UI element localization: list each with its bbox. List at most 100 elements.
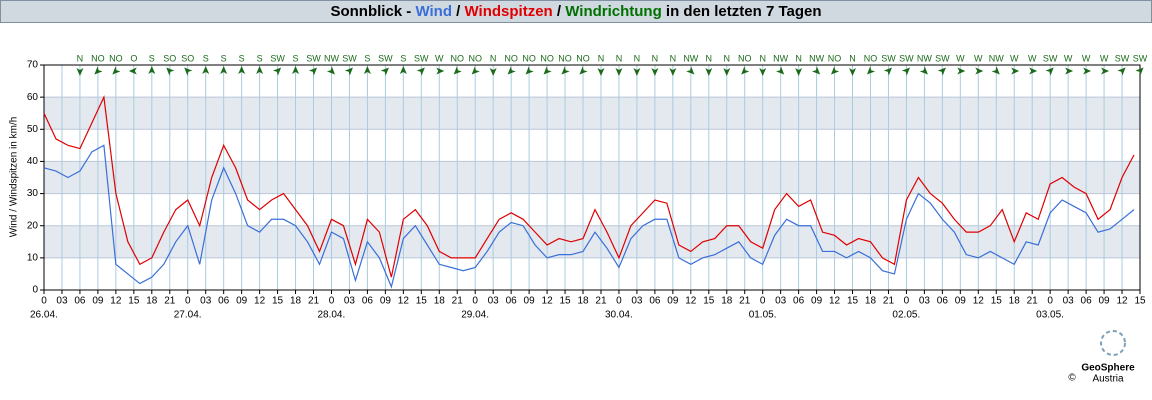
wind-direction-label: S — [239, 53, 245, 63]
band — [44, 161, 1140, 194]
x-tick-label: 09 — [92, 296, 104, 307]
wind-direction-arrow — [849, 68, 857, 76]
wind-direction-arrow — [166, 67, 175, 76]
wind-direction-arrow — [975, 67, 984, 75]
wind-direction-arrow — [238, 66, 246, 74]
wind-direction-label: N — [724, 53, 731, 63]
x-tick-label: 15 — [847, 296, 859, 307]
wind-direction-arrow — [489, 68, 497, 76]
wind-direction-label: N — [670, 53, 677, 63]
wind-direction-label: SO — [181, 53, 194, 63]
wind-direction-label: NO — [576, 53, 590, 63]
x-tick-label: 15 — [272, 296, 284, 307]
x-tick-label: 03 — [919, 296, 931, 307]
wind-direction-label: W — [1100, 53, 1109, 63]
x-tick-label: 18 — [434, 296, 446, 307]
wind-direction-arrow — [76, 68, 84, 76]
wind-direction-arrow — [416, 67, 425, 76]
wind-direction-label: W — [974, 53, 983, 63]
x-tick-label: 06 — [362, 296, 374, 307]
x-tick-label: 03 — [631, 296, 643, 307]
x-tick-label: 18 — [577, 296, 589, 307]
wind-direction-arrow — [471, 66, 480, 75]
x-tick-label: 06 — [506, 296, 518, 307]
wind-direction-label: SW — [306, 53, 321, 63]
wind-direction-label: S — [203, 53, 209, 63]
x-tick-label: 0 — [760, 296, 766, 307]
x-tick-label: 15 — [991, 296, 1003, 307]
wind-direction-label: NO — [504, 53, 518, 63]
logo-country: Austria — [1092, 374, 1124, 385]
wind-direction-arrow — [292, 66, 300, 74]
wind-direction-arrow — [507, 66, 516, 75]
wind-direction-label: SW — [342, 53, 357, 63]
x-tick-label: 18 — [290, 296, 302, 307]
x-tick-label: 06 — [218, 296, 230, 307]
wind-direction-arrow — [543, 66, 552, 75]
title-part: Wind — [415, 3, 452, 20]
band — [44, 97, 1140, 130]
x-tick-label: 21 — [883, 296, 895, 307]
wind-direction-label: NO — [468, 53, 482, 63]
x-tick-label: 12 — [542, 296, 554, 307]
wind-direction-arrow — [202, 66, 210, 74]
wind-direction-label: N — [598, 53, 605, 63]
wind-direction-label: NW — [989, 53, 1004, 63]
x-tick-label: 18 — [146, 296, 158, 307]
wind-direction-label: NO — [109, 53, 123, 63]
wind-direction-arrow — [615, 68, 623, 76]
wind-direction-arrow — [937, 67, 946, 76]
wind-direction-arrow — [795, 68, 803, 76]
chart-title: Sonnblick - Wind / Windspitzen / Windric… — [330, 3, 821, 20]
x-tick-label: 06 — [793, 296, 805, 307]
x-tick-label: 12 — [973, 296, 985, 307]
wind-direction-label: S — [293, 53, 299, 63]
x-tick-label: 0 — [185, 296, 191, 307]
logo-copyright: © — [1068, 373, 1076, 384]
x-tick-label: 18 — [865, 296, 877, 307]
logo: GeoSphere © Austria — [1068, 330, 1135, 385]
title-part: Windrichtung — [565, 3, 662, 20]
wind-direction-arrow — [561, 66, 570, 75]
wind-direction-arrow — [991, 66, 1000, 75]
wind-direction-arrow — [436, 67, 445, 75]
x-tick-label: 18 — [1009, 296, 1021, 307]
wind-direction-arrow — [399, 66, 407, 74]
y-tick-label: 40 — [27, 156, 39, 167]
wind-direction-arrow — [1101, 67, 1110, 75]
x-tick-label: 15 — [128, 296, 140, 307]
wind-direction-arrow — [272, 67, 282, 76]
logo-name: GeoSphere — [1081, 363, 1135, 374]
x-tick-label: 21 — [1027, 296, 1039, 307]
x-tick-label: 21 — [308, 296, 320, 307]
wind-direction-arrow — [308, 67, 318, 76]
x-tick-label: 15 — [703, 296, 715, 307]
wind-direction-label: SW — [935, 53, 950, 63]
x-tick-label: 03 — [488, 296, 500, 307]
date-label: 27.04. — [174, 310, 202, 321]
x-tick-label: 15 — [416, 296, 428, 307]
wind-direction-arrow — [1011, 67, 1020, 75]
x-tick-label: 15 — [1134, 296, 1146, 307]
x-tick-label: 0 — [41, 296, 47, 307]
title-part: in den letzten 7 Tagen — [662, 3, 822, 20]
wind-direction-label: SW — [270, 53, 285, 63]
wind-direction-label: W — [1064, 53, 1073, 63]
wind-direction-arrow — [453, 66, 462, 75]
wind-direction-arrow — [184, 67, 193, 76]
wind-direction-label: NO — [540, 53, 554, 63]
y-tick-label: 50 — [27, 124, 39, 135]
wind-direction-label: N — [490, 53, 497, 63]
x-tick-label: 12 — [685, 296, 697, 307]
wind-direction-arrow — [776, 66, 785, 75]
x-tick-label: 12 — [398, 296, 410, 307]
x-tick-label: 09 — [811, 296, 823, 307]
x-tick-label: 0 — [472, 296, 478, 307]
x-tick-label: 06 — [74, 296, 86, 307]
wind-direction-label: N — [759, 53, 766, 63]
wind-direction-label: NW — [809, 53, 824, 63]
wind-direction-label: NW — [324, 53, 339, 63]
wind-direction-arrow — [256, 66, 264, 74]
date-label: 30.04. — [605, 310, 633, 321]
wind-direction-label: S — [221, 53, 227, 63]
